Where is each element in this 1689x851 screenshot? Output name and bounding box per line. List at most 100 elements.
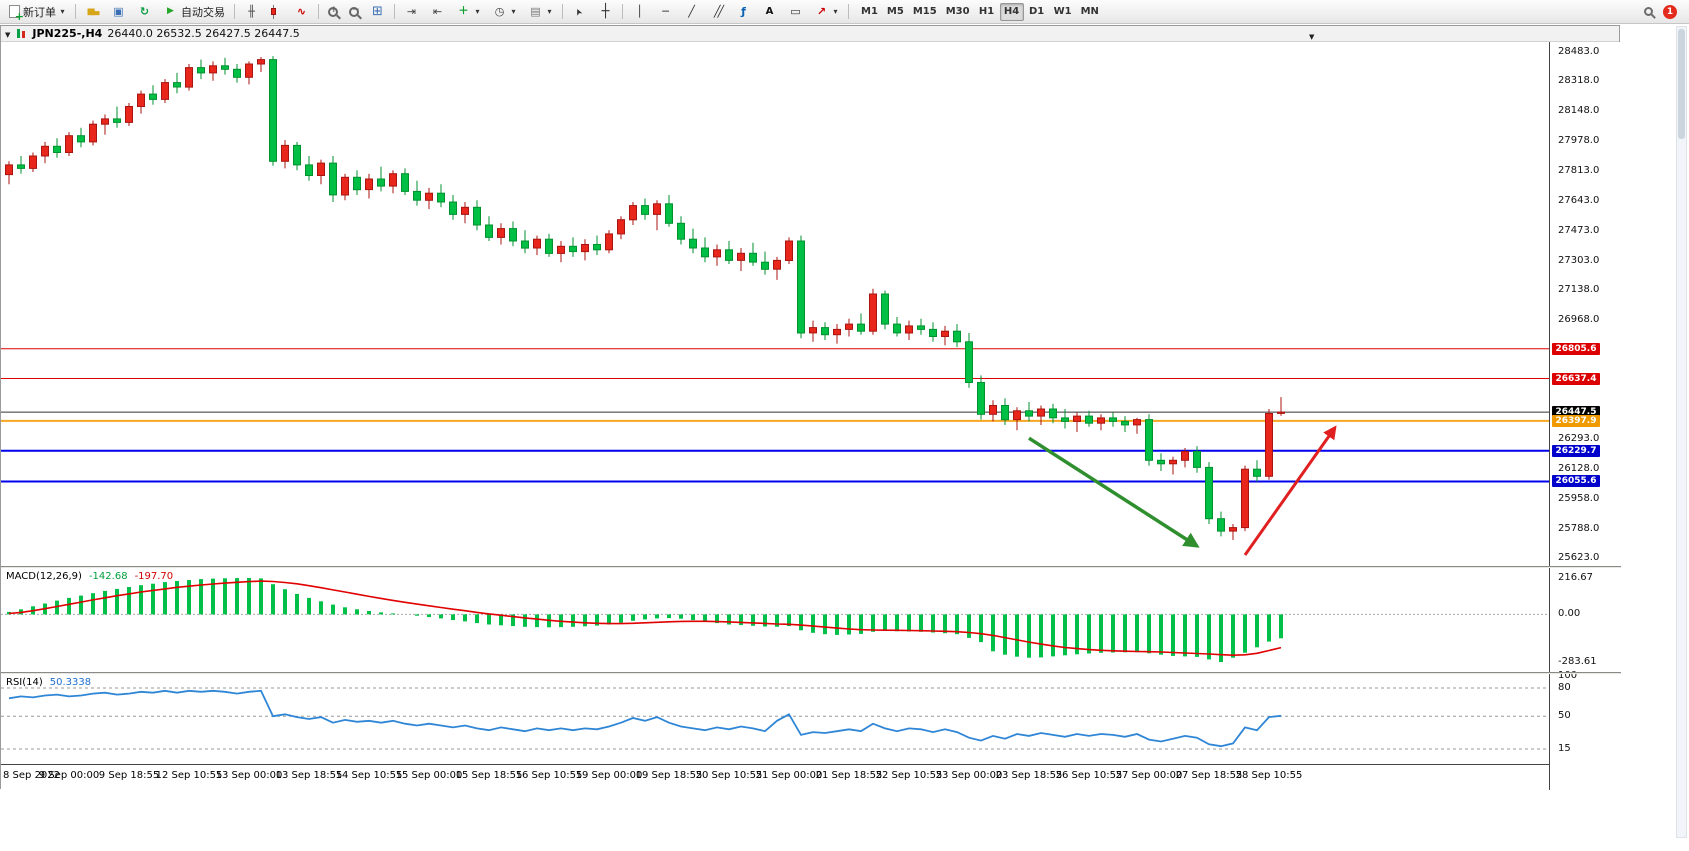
timeframe-m1-button[interactable]: M1 [857,3,882,21]
macd-scale-label: 216.67 [1558,572,1593,583]
timeframe-m15-button[interactable]: M15 [909,3,941,21]
notification-badge[interactable]: 1 [1663,4,1677,19]
indicators-button[interactable] [451,2,486,22]
time-axis-label: 21 Sep 18:55 [815,770,883,781]
time-axis-label: 8 Sep 2022 [3,770,61,781]
autotrading-button[interactable]: 自动交易 [158,2,230,22]
autotrading-label: 自动交易 [181,5,225,19]
chevron-down-icon [510,4,517,19]
channel-icon [710,4,725,19]
time-axis-label: 15 Sep 00:00 [395,770,463,781]
text-button[interactable] [757,2,782,22]
time-axis-label: 13 Sep 00:00 [215,770,283,781]
label-tool-icon [788,4,803,19]
window-menu-caret-icon[interactable] [5,27,10,40]
macd-panel-canvas[interactable] [1,568,1549,672]
search-icon[interactable] [1644,7,1653,16]
text-tool-icon [762,4,777,19]
toolbar-separator [234,4,235,19]
time-axis-label: 13 Sep 18:55 [275,770,343,781]
timeframe-group: M1 M5 M15 M30 H1 H4 D1 W1 MN [857,2,1103,21]
chevron-down-icon [832,4,839,19]
chevron-down-icon [546,4,553,19]
auto-scroll-button[interactable] [399,2,424,22]
chart-shift-button[interactable] [425,2,450,22]
price-tick-label: 27643.0 [1558,195,1600,206]
toolbar-right-cluster: 1 [1644,4,1685,19]
price-line-label: 26637.4 [1552,373,1600,385]
price-tick-label: 28318.0 [1558,75,1600,86]
vertical-scrollbar[interactable] [1676,26,1687,838]
macd-signal-value: -197.70 [134,571,174,582]
price-axis: 28483.0 28318.0 28148.0 27978.0 27813.0 27643… [1549,42,1620,790]
chart-header: JPN225-,H4 26440.0 26532.5 26427.5 26447… [1,26,1619,42]
price-tick-label: 27303.0 [1558,255,1600,266]
time-axis-label: 9 Sep 00:00 [38,770,100,781]
scrollbar-thumb[interactable] [1678,29,1685,139]
channel-button[interactable] [705,2,730,22]
timeframe-d1-button[interactable]: D1 [1025,3,1049,21]
rsi-scale-label: 100 [1558,670,1578,681]
cursor-button[interactable] [567,2,592,22]
toolbar-separator [562,4,563,19]
trendline-button[interactable] [679,2,704,22]
tile-windows-button[interactable] [365,2,390,22]
timeframe-h4-button[interactable]: H4 [999,2,1024,21]
profiles-icon [111,4,126,19]
price-tick-label: 28483.0 [1558,46,1600,57]
chart-title: JPN225-,H4 [32,27,103,40]
time-axis-label: 14 Sep 10:55 [335,770,403,781]
templates-button[interactable] [523,2,558,22]
new-chart-button[interactable] [80,2,105,22]
timeframe-w1-button[interactable]: W1 [1050,3,1076,21]
rsi-panel-canvas[interactable] [1,674,1549,764]
price-chart-canvas[interactable] [1,42,1549,566]
macd-indicator-name: MACD(12,26,9) [6,571,82,582]
macd-main-value: -142.68 [88,571,128,582]
rsi-scale-label: 80 [1558,682,1571,693]
horizontal-line-icon [658,4,673,19]
zoom-out-button[interactable] [344,2,364,22]
toolbar-separator [848,4,849,19]
vertical-line-button[interactable] [627,2,652,22]
time-axis-label: 23 Sep 18:55 [995,770,1063,781]
panel-divider[interactable] [1,566,1621,568]
price-tick-label: 27978.0 [1558,135,1600,146]
periods-button[interactable] [487,2,522,22]
shapes-button[interactable] [809,2,844,22]
time-axis-label: 19 Sep 00:00 [575,770,643,781]
timeframe-mn-button[interactable]: MN [1077,3,1103,21]
macd-label: MACD(12,26,9) -142.68 -197.70 [6,571,173,582]
zoom-out-icon [349,5,360,17]
timeframe-m5-button[interactable]: M5 [883,3,908,21]
refresh-button[interactable] [132,2,157,22]
profiles-button[interactable] [106,2,131,22]
horizontal-line-button[interactable] [653,2,678,22]
time-axis-label: 26 Sep 10:55 [1055,770,1123,781]
fibonacci-icon [736,4,751,19]
macd-scale-label: 0.00 [1558,608,1581,619]
price-tick-label: 27473.0 [1558,225,1600,236]
chart-window-icon [15,28,27,39]
label-button[interactable] [783,2,808,22]
rsi-value: 50.3338 [49,677,92,688]
panel-divider[interactable] [1,672,1621,674]
zoom-in-button[interactable] [323,2,343,22]
vertical-line-icon [632,4,647,19]
new-order-button[interactable]: 新订单 [4,2,71,23]
toolbar-separator [318,4,319,19]
line-chart-button[interactable] [289,2,314,22]
chart-shift-icon [430,4,445,19]
line-chart-icon [294,4,309,19]
fibonacci-button[interactable] [731,2,756,22]
time-axis-label: 21 Sep 00:00 [755,770,823,781]
bar-chart-button[interactable] [239,2,264,22]
rsi-scale-label: 15 [1558,743,1571,754]
candlestick-chart-button[interactable] [265,2,288,22]
timeframe-m30-button[interactable]: M30 [942,3,974,21]
price-tick-label: 26293.0 [1558,433,1600,444]
timeframe-h1-button[interactable]: H1 [975,3,999,21]
crosshair-button[interactable] [593,2,618,22]
dropdown-caret-icon[interactable] [1309,29,1314,42]
time-axis-label: 27 Sep 00:00 [1115,770,1183,781]
